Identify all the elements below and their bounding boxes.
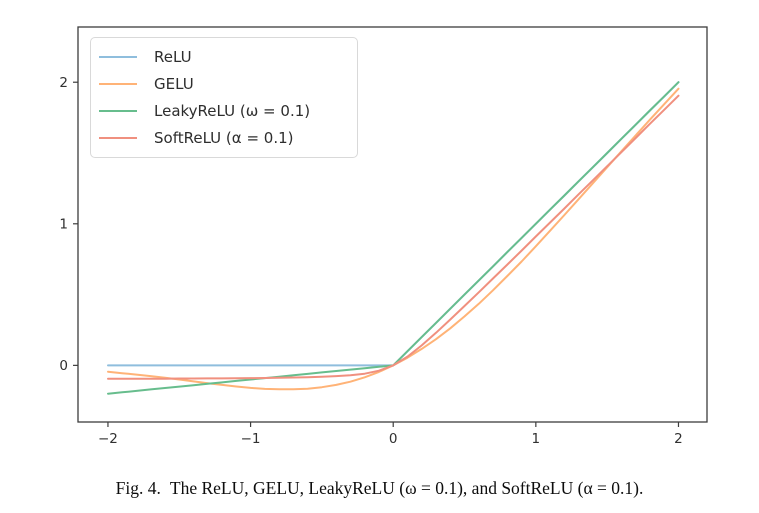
legend: ReLU GELU LeakyReLU (ω = 0.1) SoftReLU (… (90, 37, 358, 158)
legend-label-leakyrelu: LeakyReLU (ω = 0.1) (154, 101, 311, 120)
legend-item-relu: ReLU (99, 43, 357, 70)
legend-label-relu: ReLU (154, 47, 192, 66)
softrelu-line-swatch (99, 136, 137, 139)
figure-caption: Fig. 4. The ReLU, GELU, LeakyReLU (ω = 0.… (0, 478, 759, 499)
legend-item-softrelu: SoftReLU (α = 0.1) (99, 124, 357, 151)
y-tick-label: 2 (59, 75, 68, 91)
y-tick-label: 1 (59, 217, 68, 233)
x-tick-label: −1 (241, 431, 261, 447)
relu-line-swatch (99, 55, 137, 58)
x-tick-label: −2 (98, 431, 118, 447)
legend-label-gelu: GELU (154, 74, 194, 93)
leakyrelu-line-swatch (99, 109, 137, 112)
legend-item-leakyrelu: LeakyReLU (ω = 0.1) (99, 97, 357, 124)
legend-item-gelu: GELU (99, 70, 357, 97)
x-tick-label: 1 (532, 431, 541, 447)
gelu-line-swatch (99, 82, 137, 85)
activation-functions-chart: −2 −1 0 1 2 0 1 2 (59, 26, 708, 447)
y-tick-label: 0 (59, 358, 68, 374)
x-tick-label: 0 (389, 431, 398, 447)
x-tick-label: 2 (674, 431, 683, 447)
caption-text: The ReLU, GELU, LeakyReLU (ω = 0.1), and… (169, 478, 644, 498)
softrelu-curve (107, 94, 680, 380)
caption-label: Fig. 4. (115, 478, 161, 498)
legend-label-softrelu: SoftReLU (α = 0.1) (154, 128, 294, 147)
plot-frame (77, 26, 708, 423)
